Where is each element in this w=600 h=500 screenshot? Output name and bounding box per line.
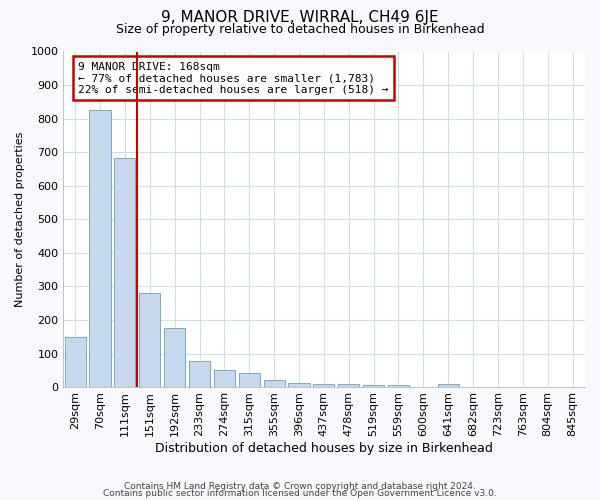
Bar xyxy=(139,293,160,387)
Bar xyxy=(189,361,210,387)
Bar xyxy=(388,386,409,387)
Text: 9 MANOR DRIVE: 168sqm
← 77% of detached houses are smaller (1,783)
22% of semi-d: 9 MANOR DRIVE: 168sqm ← 77% of detached … xyxy=(79,62,389,95)
Text: Contains public sector information licensed under the Open Government Licence v3: Contains public sector information licen… xyxy=(103,490,497,498)
Bar xyxy=(214,370,235,387)
Bar xyxy=(363,385,384,387)
Bar xyxy=(263,380,284,387)
Text: Contains HM Land Registry data © Crown copyright and database right 2024.: Contains HM Land Registry data © Crown c… xyxy=(124,482,476,491)
Y-axis label: Number of detached properties: Number of detached properties xyxy=(15,132,25,307)
X-axis label: Distribution of detached houses by size in Birkenhead: Distribution of detached houses by size … xyxy=(155,442,493,455)
Bar xyxy=(239,372,260,387)
Bar xyxy=(437,384,459,387)
Text: 9, MANOR DRIVE, WIRRAL, CH49 6JE: 9, MANOR DRIVE, WIRRAL, CH49 6JE xyxy=(161,10,439,25)
Bar xyxy=(338,384,359,387)
Bar xyxy=(289,383,310,387)
Bar xyxy=(164,328,185,387)
Text: Size of property relative to detached houses in Birkenhead: Size of property relative to detached ho… xyxy=(116,22,484,36)
Bar xyxy=(115,158,136,387)
Bar xyxy=(89,110,110,387)
Bar xyxy=(65,338,86,387)
Bar xyxy=(313,384,334,387)
